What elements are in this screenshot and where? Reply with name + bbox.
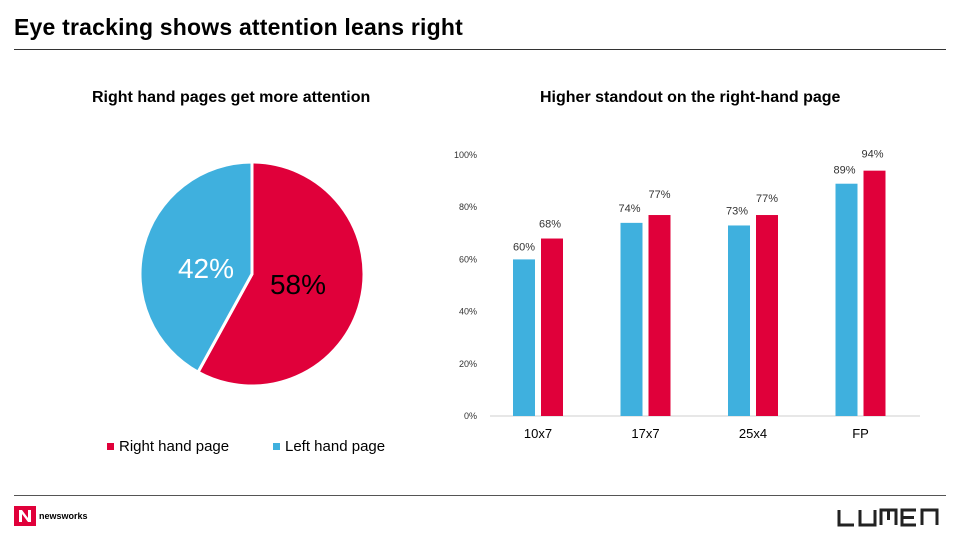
legend-label-left: Left hand page bbox=[285, 438, 386, 455]
bar-value-label: 74% bbox=[618, 203, 640, 215]
y-tick-label: 60% bbox=[459, 254, 477, 264]
x-tick-label: FP bbox=[852, 426, 869, 441]
pie-label-right: 58% bbox=[270, 269, 326, 300]
legend-swatch-right bbox=[107, 443, 114, 450]
y-tick-label: 100% bbox=[454, 150, 477, 160]
bar-10x7-right bbox=[541, 238, 563, 416]
bar-value-label: 68% bbox=[539, 219, 561, 231]
bar-value-label: 60% bbox=[513, 241, 535, 253]
pie-slice-left bbox=[138, 160, 254, 375]
bar-value-label: 73% bbox=[726, 205, 748, 217]
x-tick-label: 17x7 bbox=[631, 426, 659, 441]
newsworks-logo: newsworks bbox=[14, 506, 88, 526]
legend-label-right: Right hand page bbox=[119, 438, 230, 455]
bar-25x4-left bbox=[728, 225, 750, 416]
legend-right-hand-page: Right hand page bbox=[107, 438, 229, 455]
page-title: Eye tracking shows attention leans right bbox=[14, 14, 463, 40]
y-tick-label: 0% bbox=[464, 411, 477, 421]
bar-value-label: 94% bbox=[861, 149, 883, 161]
x-tick-label: 25x4 bbox=[739, 426, 767, 441]
footer-divider bbox=[14, 495, 946, 496]
bar-17x7-right bbox=[648, 215, 671, 416]
x-tick-label: 10x7 bbox=[524, 426, 552, 441]
legend-swatch-left bbox=[273, 443, 280, 450]
lumen-logo: LUMEN bbox=[836, 508, 946, 533]
legend-left-hand-page: Left hand page bbox=[273, 438, 385, 455]
bar-25x4-right bbox=[756, 215, 778, 416]
y-tick-label: 20% bbox=[459, 359, 477, 369]
pie-slice-right bbox=[196, 160, 366, 388]
newsworks-n-icon bbox=[14, 506, 36, 526]
title-divider bbox=[14, 49, 946, 50]
newsworks-wordmark: newsworks bbox=[39, 511, 88, 521]
bar-FP-right bbox=[863, 170, 886, 416]
lumen-wordmark-graphic bbox=[837, 508, 939, 527]
bar-value-label: 77% bbox=[756, 193, 778, 205]
y-tick-label: 40% bbox=[459, 307, 477, 317]
pie-label-left: 42% bbox=[178, 253, 234, 284]
bar-17x7-left bbox=[620, 222, 643, 416]
bar-10x7-left bbox=[513, 259, 535, 416]
bar-value-label: 77% bbox=[648, 189, 670, 201]
y-tick-label: 80% bbox=[459, 202, 477, 212]
bar-FP-left bbox=[835, 183, 858, 416]
bar-value-label: 89% bbox=[833, 165, 855, 177]
bar-subtitle: Higher standout on the right-hand page bbox=[540, 89, 841, 106]
pie-subtitle: Right hand pages get more attention bbox=[92, 89, 371, 106]
